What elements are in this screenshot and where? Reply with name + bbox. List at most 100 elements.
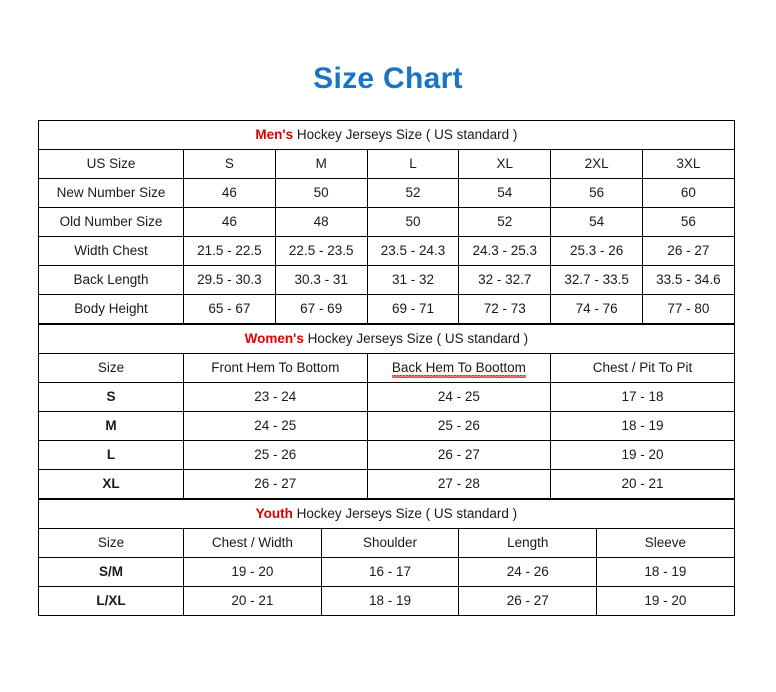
mens-row-label-body-height: Body Height [38,294,184,324]
youth-cell: 19 - 20 [596,586,735,616]
womens-cell: 27 - 28 [366,469,552,499]
youth-header-shoulder: Shoulder [320,528,460,558]
mens-row-label-old-number-size: Old Number Size [38,207,184,237]
mens-cell: 25.3 - 26 [550,236,643,266]
womens-section-banner: Women's Hockey Jerseys Size ( US standar… [38,324,735,354]
youth-header-row: Size Chest / Width Shoulder Length Sleev… [38,528,735,558]
table-row: XL 26 - 27 27 - 28 20 - 21 [38,469,735,499]
mens-row-label-width-chest: Width Chest [38,236,184,266]
table-row: M 24 - 25 25 - 26 18 - 19 [38,411,735,441]
womens-banner-accent: Women's [244,330,304,346]
mens-cell: 46 [183,178,276,208]
womens-cell: 25 - 26 [366,411,552,441]
misspelled-header-text: Back Hem To Boottom [391,359,526,379]
youth-cell: 26 - 27 [458,586,598,616]
mens-cell: 60 [641,178,735,208]
youth-header-size: Size [38,528,184,558]
mens-cell: 46 [183,207,276,237]
mens-cell: 65 - 67 [183,294,276,324]
mens-header-m: M [274,149,368,179]
womens-header-size: Size [38,353,184,383]
youth-cell: 18 - 19 [596,557,735,587]
mens-cell: 56 [550,178,643,208]
mens-row-label-back-length: Back Length [38,265,184,295]
mens-header-row: US Size S M L XL 2XL 3XL [38,149,735,179]
table-row: Back Length 29.5 - 30.3 30.3 - 31 31 - 3… [38,265,735,295]
table-row: L 25 - 26 26 - 27 19 - 20 [38,440,735,470]
womens-row-label-s: S [38,382,184,412]
womens-header-back-hem-to-boottom: Back Hem To Boottom [366,353,552,383]
mens-section-banner: Men's Hockey Jerseys Size ( US standard … [38,120,735,150]
youth-cell: 24 - 26 [458,557,598,587]
mens-cell: 31 - 32 [366,265,460,295]
womens-cell: 17 - 18 [550,382,735,412]
mens-size-table: Men's Hockey Jerseys Size ( US standard … [38,120,735,324]
mens-cell: 22.5 - 23.5 [274,236,368,266]
mens-cell: 32.7 - 33.5 [550,265,643,295]
mens-cell: 72 - 73 [458,294,552,324]
womens-cell: 23 - 24 [183,382,368,412]
youth-header-chest-width: Chest / Width [183,528,322,558]
womens-size-table: Women's Hockey Jerseys Size ( US standar… [38,324,735,499]
table-row: S 23 - 24 24 - 25 17 - 18 [38,382,735,412]
womens-header-row: Size Front Hem To Bottom Back Hem To Boo… [38,353,735,383]
youth-banner-accent: Youth [255,505,293,521]
mens-header-2xl: 2XL [550,149,643,179]
womens-cell: 26 - 27 [366,440,552,470]
womens-cell: 25 - 26 [183,440,368,470]
womens-banner-rest: Hockey Jerseys Size ( US standard ) [303,330,529,346]
mens-cell: 50 [366,207,460,237]
youth-banner-rest: Hockey Jerseys Size ( US standard ) [292,505,518,521]
mens-header-3xl: 3XL [641,149,735,179]
womens-row-label-m: M [38,411,184,441]
mens-cell: 33.5 - 34.6 [641,265,735,295]
mens-cell: 56 [641,207,735,237]
mens-cell: 54 [550,207,643,237]
womens-cell: 24 - 25 [366,382,552,412]
mens-cell: 48 [274,207,368,237]
womens-cell: 19 - 20 [550,440,735,470]
mens-cell: 29.5 - 30.3 [183,265,276,295]
mens-row-label-new-number-size: New Number Size [38,178,184,208]
mens-banner-rest: Hockey Jerseys Size ( US standard ) [293,126,518,142]
youth-size-table: Youth Hockey Jerseys Size ( US standard … [38,499,735,616]
womens-section-banner-row: Women's Hockey Jerseys Size ( US standar… [38,324,735,354]
page-title: Size Chart [313,62,463,95]
mens-cell: 50 [274,178,368,208]
mens-cell: 26 - 27 [641,236,735,266]
youth-row-label-sm: S/M [38,557,184,587]
womens-cell: 18 - 19 [550,411,735,441]
womens-header-front-hem-to-bottom: Front Hem To Bottom [183,353,368,383]
mens-cell: 24.3 - 25.3 [458,236,552,266]
womens-cell: 26 - 27 [183,469,368,499]
table-row: Width Chest 21.5 - 22.5 22.5 - 23.5 23.5… [38,236,735,266]
size-chart-tables: Men's Hockey Jerseys Size ( US standard … [38,120,735,616]
womens-row-label-xl: XL [38,469,184,499]
table-row: S/M 19 - 20 16 - 17 24 - 26 18 - 19 [38,557,735,587]
womens-cell: 20 - 21 [550,469,735,499]
mens-cell: 52 [366,178,460,208]
mens-section-banner-row: Men's Hockey Jerseys Size ( US standard … [38,120,735,150]
mens-cell: 67 - 69 [274,294,368,324]
table-row: New Number Size 46 50 52 54 56 60 [38,178,735,208]
mens-header-xl: XL [458,149,552,179]
table-row: L/XL 20 - 21 18 - 19 26 - 27 19 - 20 [38,586,735,616]
mens-banner-accent: Men's [255,126,294,142]
mens-header-s: S [183,149,276,179]
table-row: Body Height 65 - 67 67 - 69 69 - 71 72 -… [38,294,735,324]
table-row: Old Number Size 46 48 50 52 54 56 [38,207,735,237]
mens-cell: 32 - 32.7 [458,265,552,295]
mens-cell: 23.5 - 24.3 [366,236,460,266]
youth-section-banner-row: Youth Hockey Jerseys Size ( US standard … [38,499,735,529]
mens-header-us-size: US Size [38,149,184,179]
mens-cell: 54 [458,178,552,208]
youth-header-length: Length [458,528,598,558]
mens-cell: 74 - 76 [550,294,643,324]
mens-cell: 30.3 - 31 [274,265,368,295]
mens-cell: 69 - 71 [366,294,460,324]
youth-cell: 20 - 21 [183,586,322,616]
youth-section-banner: Youth Hockey Jerseys Size ( US standard … [38,499,735,529]
youth-cell: 16 - 17 [320,557,460,587]
mens-cell: 21.5 - 22.5 [183,236,276,266]
